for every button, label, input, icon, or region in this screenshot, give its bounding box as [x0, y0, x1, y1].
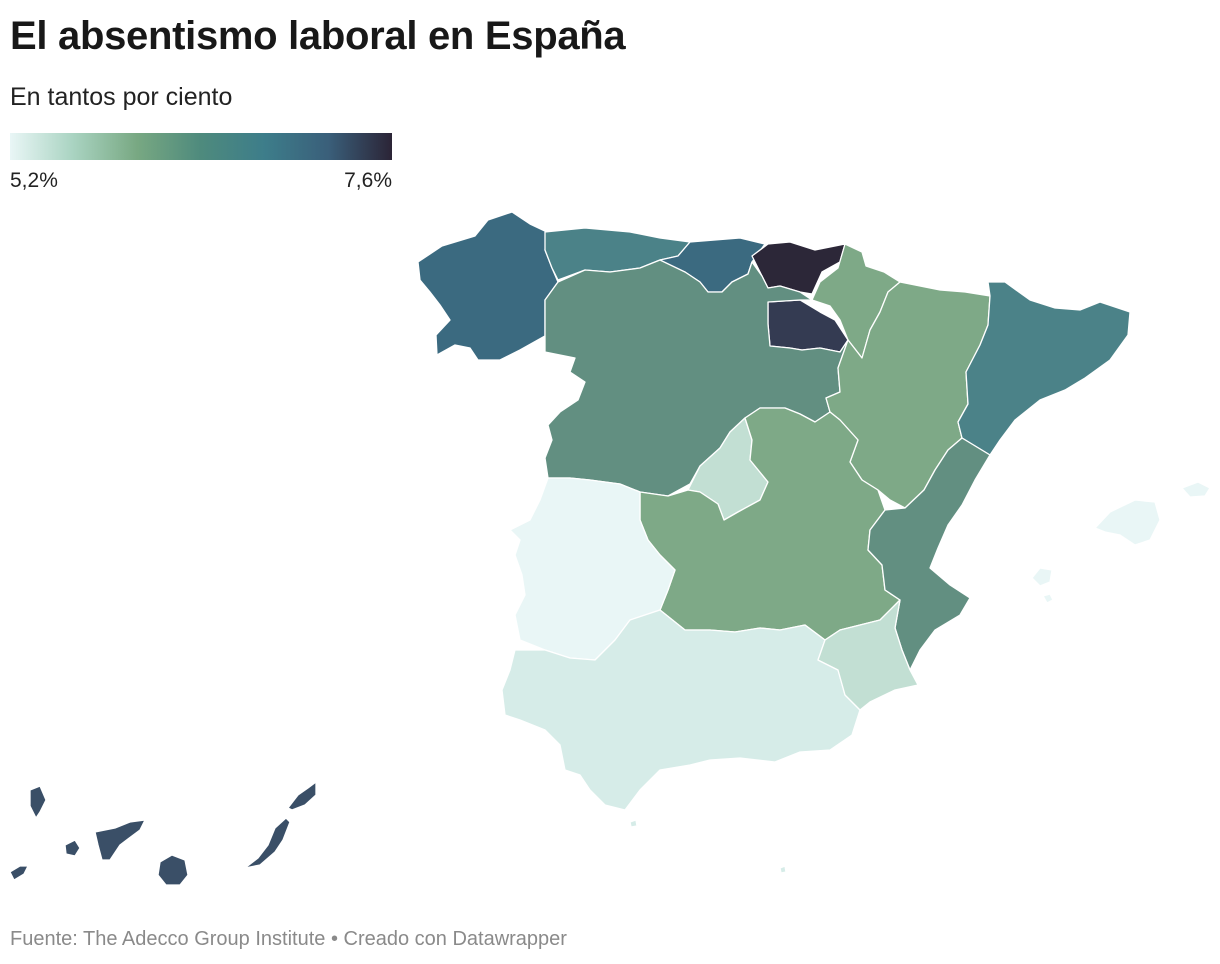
chart-subtitle: En tantos por ciento	[10, 83, 233, 111]
legend-max-label: 7,6%	[344, 169, 392, 192]
region-galicia[interactable]	[417, 211, 559, 361]
legend-gradient-bar	[10, 133, 392, 160]
region-melilla[interactable]	[779, 865, 787, 874]
region-murcia[interactable]	[817, 599, 919, 711]
region-canarias-gran-canaria[interactable]	[157, 854, 189, 886]
region-baleares-ibiza[interactable]	[1031, 567, 1053, 587]
region-baleares-formentera[interactable]	[1042, 593, 1054, 604]
region-canarias-el-hierro[interactable]	[9, 865, 29, 881]
region-cataluna[interactable]	[957, 281, 1131, 456]
region-canarias-lanzarote[interactable]	[287, 781, 317, 811]
region-baleares-menorca[interactable]	[1181, 481, 1211, 498]
region-baleares[interactable]	[1094, 499, 1161, 546]
region-andalucia[interactable]	[501, 609, 861, 811]
region-canarias-fuerteventura[interactable]	[244, 817, 291, 869]
color-legend: 5,2% 7,6%	[10, 133, 392, 195]
region-ceuta[interactable]	[629, 819, 638, 828]
chart-title: El absentismo laboral en España	[10, 14, 626, 58]
region-canarias-la-gomera[interactable]	[64, 839, 81, 857]
region-canarias-la-palma[interactable]	[29, 785, 47, 819]
region-canarias-tenerife[interactable]	[94, 819, 146, 861]
legend-min-label: 5,2%	[10, 169, 58, 192]
chart-footer: Fuente: The Adecco Group Institute • Cre…	[10, 928, 567, 950]
